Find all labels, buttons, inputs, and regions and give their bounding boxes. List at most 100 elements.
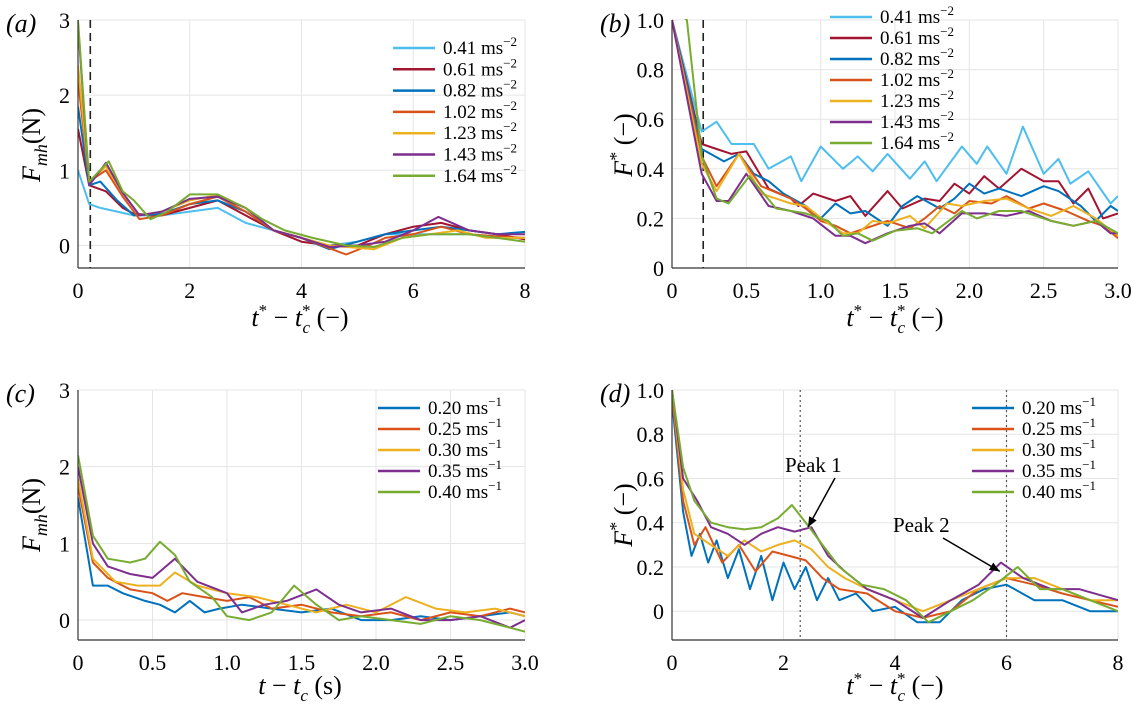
legend-label: 0.61 ms (443, 59, 503, 80)
x-tick-label: 2.0 (956, 278, 984, 303)
series-line (78, 23, 525, 248)
legend-entry: 0.61 ms−2 (880, 24, 954, 49)
x-label-sup: * (854, 669, 863, 688)
legend-entry: 0.82 ms−2 (880, 45, 954, 70)
x-axis-label: t* − t* c (−) (846, 301, 943, 337)
panel-label: (a) (6, 9, 36, 38)
panel-label: (d) (600, 379, 630, 408)
legend-label: 1.64 ms (443, 166, 503, 187)
y-label-symbol: F (17, 535, 46, 553)
x-tick-label: 1.0 (213, 650, 241, 675)
y-label-unit: (−) (609, 483, 638, 521)
y-tick-label: 1.0 (637, 8, 665, 33)
series-line (78, 19, 525, 248)
x-tick-label: 2 (184, 278, 195, 303)
legend-label: 0.82 ms (443, 81, 503, 102)
x-tick-label: 0 (73, 650, 84, 675)
x-tick-label: 0.5 (139, 650, 167, 675)
legend-entry: 0.61 ms−2 (443, 55, 517, 80)
y-tick-label: 0.6 (637, 466, 665, 491)
x-label-symbol: t (846, 303, 854, 332)
series-line (672, 389, 1118, 613)
x-tick-label: 1.0 (807, 278, 835, 303)
legend-label: 0.61 ms (880, 28, 940, 49)
x-label-symbol: t (293, 671, 301, 700)
y-axis-label: F* (−) (606, 483, 638, 547)
legend-exponent: −2 (940, 3, 954, 18)
legend-exponent: −1 (488, 478, 502, 493)
x-label-symbol: t (846, 671, 854, 700)
y-axis-label: Fmh(N) (17, 478, 51, 553)
x-tick-label: 3.0 (1104, 278, 1132, 303)
y-tick-label: 0 (653, 599, 664, 624)
arrowhead-icon (988, 562, 1000, 572)
legend-entry: 0.30 ms−1 (428, 436, 502, 461)
legend-label: 0.35 ms (1022, 461, 1082, 482)
x-tick-label: 0 (667, 650, 678, 675)
legend-entry: 0.30 ms−1 (1022, 436, 1096, 461)
legend-exponent: −2 (503, 141, 517, 156)
plot-area (672, 19, 1118, 268)
legend-entry: 0.20 ms−1 (428, 394, 502, 419)
x-label-operator: − (862, 671, 890, 700)
x-axis-label: t* − t* c (−) (251, 301, 348, 337)
x-label-unit: (s) (308, 671, 342, 700)
legend-entry: 0.40 ms−1 (1022, 478, 1096, 503)
y-tick-label: 0.2 (637, 206, 665, 231)
x-tick-label: 8 (520, 278, 531, 303)
legend-exponent: −1 (1082, 478, 1096, 493)
legend-label: 1.02 ms (443, 102, 503, 123)
legend-entry: 0.35 ms−1 (1022, 457, 1096, 482)
y-label-unit: (−) (609, 113, 638, 151)
y-label-symbol: F (17, 165, 46, 183)
y-label-symbol: F (609, 530, 638, 548)
y-tick-label: 2 (59, 455, 70, 480)
panel-label: (b) (600, 9, 630, 38)
legend-exponent: −2 (940, 24, 954, 39)
legend-label: 0.35 ms (428, 461, 488, 482)
legend-entry: 1.02 ms−2 (443, 98, 517, 123)
series-line (672, 389, 1118, 624)
legend-label: 1.23 ms (880, 91, 940, 112)
legend-entry: 1.64 ms−2 (880, 129, 954, 154)
x-tick-label: 1.5 (288, 650, 316, 675)
x-label-sub: c (303, 318, 311, 337)
legend-exponent: −2 (940, 129, 954, 144)
y-tick-label: 0.8 (637, 58, 665, 83)
annotation-label: Peak 2 (893, 513, 950, 537)
y-label-sup: * (606, 522, 626, 531)
y-tick-label: 1 (59, 531, 70, 556)
x-tick-label: 6 (1001, 650, 1012, 675)
legend-entry: 0.41 ms−2 (443, 34, 517, 59)
legend-label: 0.82 ms (880, 49, 940, 70)
series-line (78, 478, 525, 618)
legend-entry: 1.23 ms−2 (443, 119, 517, 144)
legend-label: 0.25 ms (1022, 419, 1082, 440)
legend-label: 0.20 ms (1022, 398, 1082, 419)
legend-label: 0.41 ms (880, 7, 940, 28)
y-label-sub: mh (31, 514, 51, 536)
x-label-symbol: t (890, 303, 898, 332)
series-line (672, 19, 1118, 220)
legend-entry: 0.82 ms−2 (443, 77, 517, 102)
y-label-unit: (N) (17, 478, 46, 514)
annotation-label: Peak 1 (785, 453, 842, 477)
y-label-sup: * (606, 152, 626, 161)
legend-label: 1.23 ms (443, 123, 503, 144)
legend-exponent: −2 (503, 119, 517, 134)
x-tick-label: 2.0 (362, 650, 390, 675)
y-tick-label: 0.2 (637, 555, 665, 580)
panel-label: (c) (6, 379, 35, 408)
legend-label: 0.25 ms (428, 419, 488, 440)
series-line (78, 485, 525, 622)
y-axis-label: F* (−) (606, 113, 638, 177)
legend-label: 1.64 ms (880, 133, 940, 154)
legend-exponent: −2 (503, 77, 517, 92)
x-label-sub: c (300, 686, 308, 705)
legend-exponent: −2 (503, 34, 517, 49)
x-tick-label: 0 (667, 278, 678, 303)
x-label-symbol: t (890, 671, 898, 700)
x-axis-label: t − tc (s) (258, 671, 342, 705)
legend-exponent: −2 (503, 162, 517, 177)
